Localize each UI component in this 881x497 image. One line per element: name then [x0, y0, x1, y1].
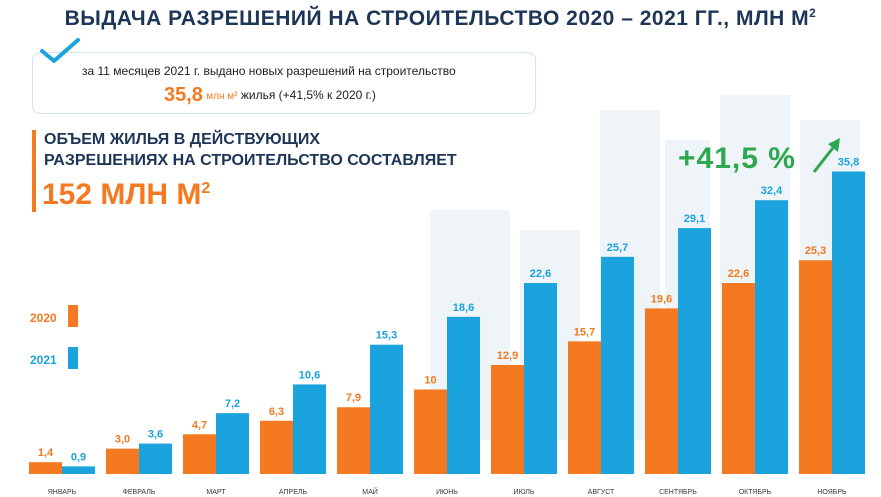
bar-2021-6: [447, 316, 480, 474]
bar-2020-9: [645, 308, 678, 474]
check-icon: [40, 38, 80, 63]
bar-2020-6: [414, 389, 447, 474]
bar-2020-4: [260, 420, 293, 474]
bar-2021-7: [524, 283, 557, 474]
bar-2021-4: [293, 384, 326, 474]
data-label-2020-8: 15,7: [574, 326, 595, 338]
data-label-2020-7: 12,9: [497, 350, 518, 362]
bar-2020-7: [491, 364, 524, 474]
legend-swatch-2021: [68, 347, 78, 369]
category-label-3: МАРТ: [206, 489, 226, 496]
bar-2020-11: [799, 260, 832, 474]
bar-2020-10: [722, 283, 755, 474]
legend-swatch-2020: [68, 305, 78, 327]
data-label-2021-9: 29,1: [684, 213, 705, 225]
bar-2021-9: [678, 228, 711, 474]
info-box: [32, 52, 536, 114]
data-label-2021-8: 25,7: [607, 242, 628, 254]
category-label-11: НОЯБРЬ: [817, 489, 847, 496]
bar-2020-2: [106, 448, 139, 474]
info-unit: млн м²: [206, 91, 238, 102]
data-label-2021-1: 0,9: [71, 451, 86, 463]
category-label-6: ИЮНЬ: [436, 489, 458, 496]
data-label-2020-10: 22,6: [728, 268, 749, 280]
data-label-2020-4: 6,3: [269, 406, 284, 418]
subtitle-line-2: РАЗРЕШЕНИЯХ НА СТРОИТЕЛЬСТВО СОСТАВЛЯЕТ: [44, 152, 457, 169]
bar-2021-2: [139, 443, 172, 474]
bar-2020-8: [568, 341, 601, 474]
data-label-2020-9: 19,6: [651, 293, 672, 305]
subtitle-line-1: ОБЪЕМ ЖИЛЬЯ В ДЕЙСТВУЮЩИХ: [44, 131, 321, 148]
bar-2021-5: [370, 344, 403, 474]
data-label-2021-7: 22,6: [530, 268, 551, 280]
data-label-2020-6: 10: [424, 375, 436, 387]
info-rest: жилья (+41,5% к 2020 г.): [240, 88, 376, 102]
bar-2021-11: [832, 171, 865, 475]
info-text: за 11 месяцев 2021 г. выдано новых разре…: [82, 64, 456, 78]
page-title: ВЫДАЧА РАЗРЕШЕНИЙ НА СТРОИТЕЛЬСТВО 2020 …: [64, 6, 817, 30]
data-label-2020-1: 1,4: [38, 447, 54, 459]
legend-label-2021: 2021: [30, 353, 57, 367]
category-label-5: МАЙ: [362, 487, 378, 496]
bar-2020-5: [337, 407, 370, 474]
info-value-line: 35,8 млн м² жилья (+41,5% к 2020 г.): [164, 84, 376, 107]
data-label-2021-5: 15,3: [376, 330, 397, 342]
legend-label-2020: 2020: [30, 311, 57, 325]
bar-2021-3: [216, 413, 249, 474]
category-label-2: ФЕВРАЛЬ: [123, 489, 156, 496]
category-label-4: АПРЕЛЬ: [279, 489, 308, 496]
volume-value: 152 МЛН М2: [42, 178, 211, 211]
bar-2020-1: [29, 462, 62, 474]
bar-2021-10: [755, 200, 788, 474]
accent-bar: [32, 130, 36, 212]
category-label-8: АВГУСТ: [588, 489, 615, 496]
data-label-2020-5: 7,9: [346, 392, 361, 404]
data-label-2020-3: 4,7: [192, 419, 207, 431]
data-label-2021-11: 35,8: [838, 156, 859, 168]
growth-label: +41,5 %: [678, 142, 796, 175]
category-label-7: ИЮЛЬ: [514, 489, 535, 496]
data-label-2021-6: 18,6: [453, 302, 474, 314]
data-label-2020-11: 25,3: [805, 245, 826, 257]
data-label-2021-2: 3,6: [148, 429, 163, 441]
data-label-2021-10: 32,4: [761, 185, 783, 197]
bar-2020-3: [183, 434, 216, 474]
growth-arrow-icon: [812, 138, 840, 173]
category-label-10: ОКТЯБРЬ: [739, 489, 772, 496]
info-value: 35,8: [164, 84, 203, 106]
data-label-2021-3: 7,2: [225, 398, 240, 410]
bar-2021-1: [62, 466, 95, 474]
data-label-2021-4: 10,6: [299, 369, 320, 381]
category-label-1: ЯНВАРЬ: [48, 489, 77, 496]
category-label-9: СЕНТЯБРЬ: [659, 489, 697, 496]
data-label-2020-2: 3,0: [115, 434, 130, 446]
bar-2021-8: [601, 256, 634, 474]
